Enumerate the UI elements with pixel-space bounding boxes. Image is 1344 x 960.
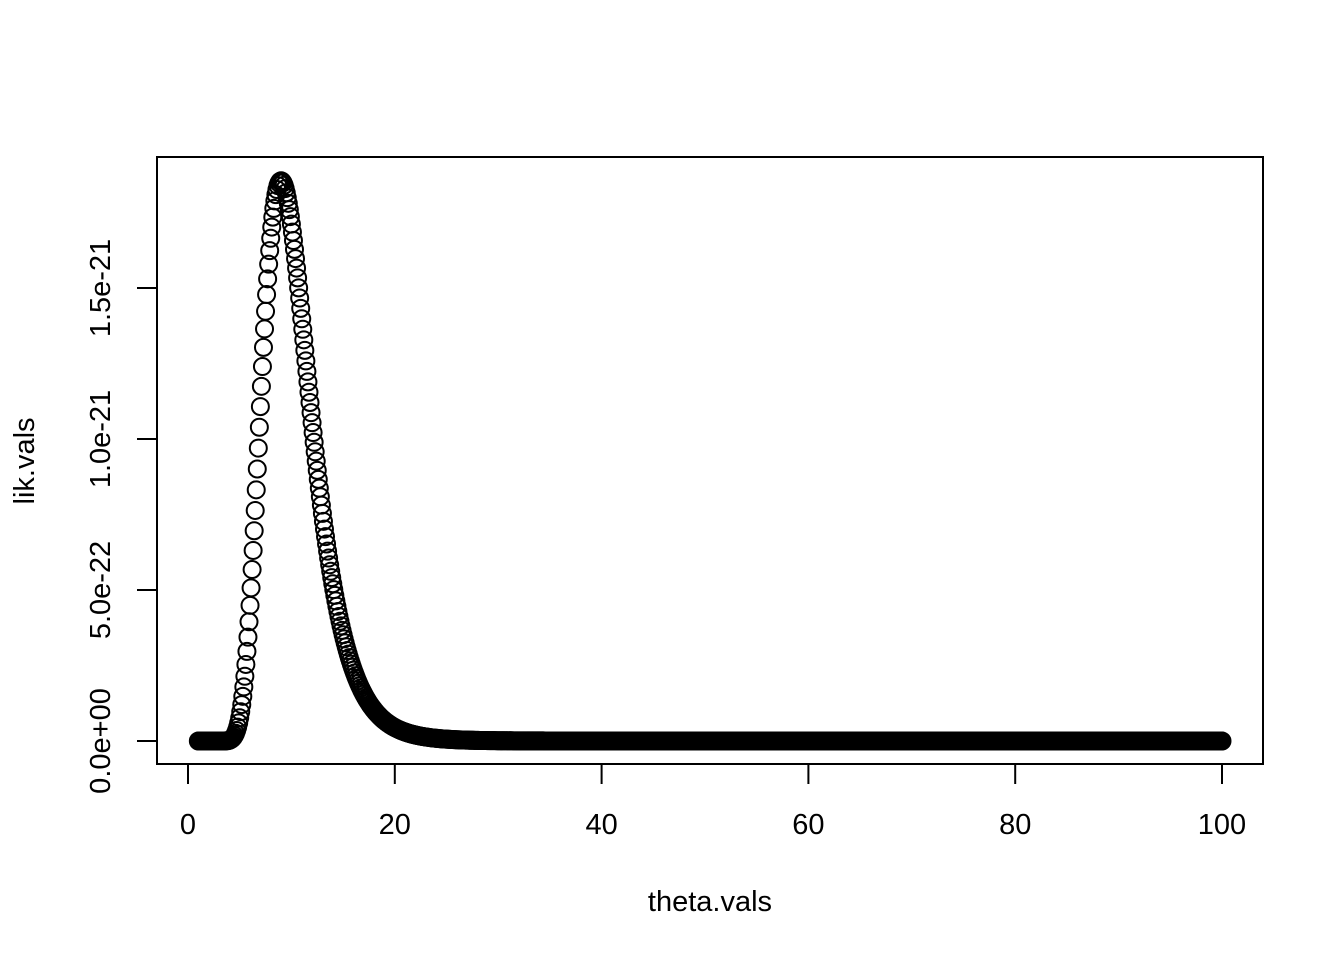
y-tick-label: 0.0e+00 [85,688,117,794]
x-tick-label: 60 [792,809,824,841]
plot-frame [156,156,1264,765]
x-tick-label: 80 [999,809,1031,841]
x-tick-label: 20 [379,809,411,841]
data-points [188,171,1232,751]
y-axis-title: lik.vals [9,417,41,504]
x-tick-label: 40 [585,809,617,841]
x-axis-title: theta.vals [648,886,772,918]
y-axis: 0.0e+00 5.0e-22 1.0e-21 1.5e-21 [85,239,157,794]
x-tick-label: 0 [180,809,196,841]
x-axis: 0 20 40 60 80 100 [180,763,1246,841]
y-tick-label: 5.0e-22 [85,541,117,639]
x-tick-label: 100 [1198,809,1246,841]
y-tick-label: 1.0e-21 [85,390,117,488]
y-tick-label: 1.5e-21 [85,239,117,337]
